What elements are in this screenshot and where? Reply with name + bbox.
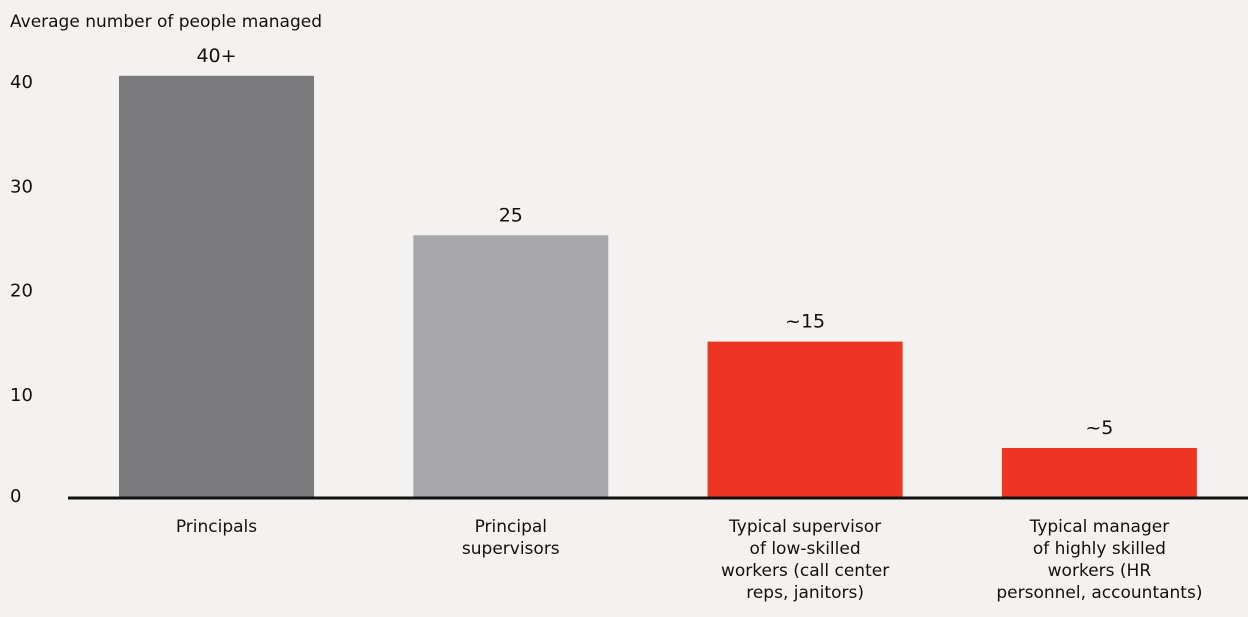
category-label: Principals bbox=[176, 517, 257, 537]
category-label: personnel, accountants) bbox=[996, 583, 1202, 603]
y-tick-label: 10 bbox=[10, 385, 33, 406]
value-labels: 40+ 25 ~15 ~5 bbox=[196, 45, 1113, 439]
category-label: reps, janitors) bbox=[746, 583, 864, 603]
y-tick-label: 40 bbox=[10, 72, 33, 93]
bars bbox=[119, 75, 1197, 499]
y-tick-label: 30 bbox=[10, 176, 33, 197]
bar-value-label: ~15 bbox=[785, 311, 825, 333]
bar bbox=[1001, 448, 1197, 498]
category-label: of low-skilled bbox=[750, 539, 861, 559]
y-axis-title: Average number of people managed bbox=[10, 12, 322, 32]
y-tick-label: 20 bbox=[10, 281, 33, 302]
bar-value-label: 40+ bbox=[196, 45, 236, 67]
category-label: supervisors bbox=[462, 539, 560, 559]
category-label: Typical supervisor bbox=[728, 517, 881, 537]
y-axis-ticks: 0 10 20 30 40 bbox=[10, 72, 33, 507]
category-label: Principal bbox=[475, 517, 547, 537]
category-label: workers (HR bbox=[1048, 561, 1152, 581]
bar-value-label: 25 bbox=[499, 204, 523, 226]
y-tick-label: 0 bbox=[10, 486, 21, 507]
category-label: of highly skilled bbox=[1033, 539, 1166, 559]
bar-value-label: ~5 bbox=[1085, 417, 1113, 439]
bar bbox=[707, 341, 903, 498]
category-label: Typical manager bbox=[1029, 517, 1170, 537]
bar bbox=[119, 75, 314, 499]
bar bbox=[413, 235, 609, 499]
category-label: workers (call center bbox=[721, 561, 889, 581]
